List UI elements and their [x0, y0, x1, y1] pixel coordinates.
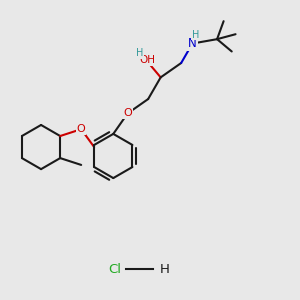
Text: O: O — [77, 124, 85, 134]
Text: N: N — [188, 37, 197, 50]
Text: H: H — [192, 30, 199, 40]
Text: H: H — [160, 263, 170, 276]
Text: H: H — [136, 48, 143, 58]
Text: O: O — [123, 108, 132, 118]
Text: OH: OH — [139, 55, 155, 65]
Text: Cl: Cl — [108, 263, 121, 276]
